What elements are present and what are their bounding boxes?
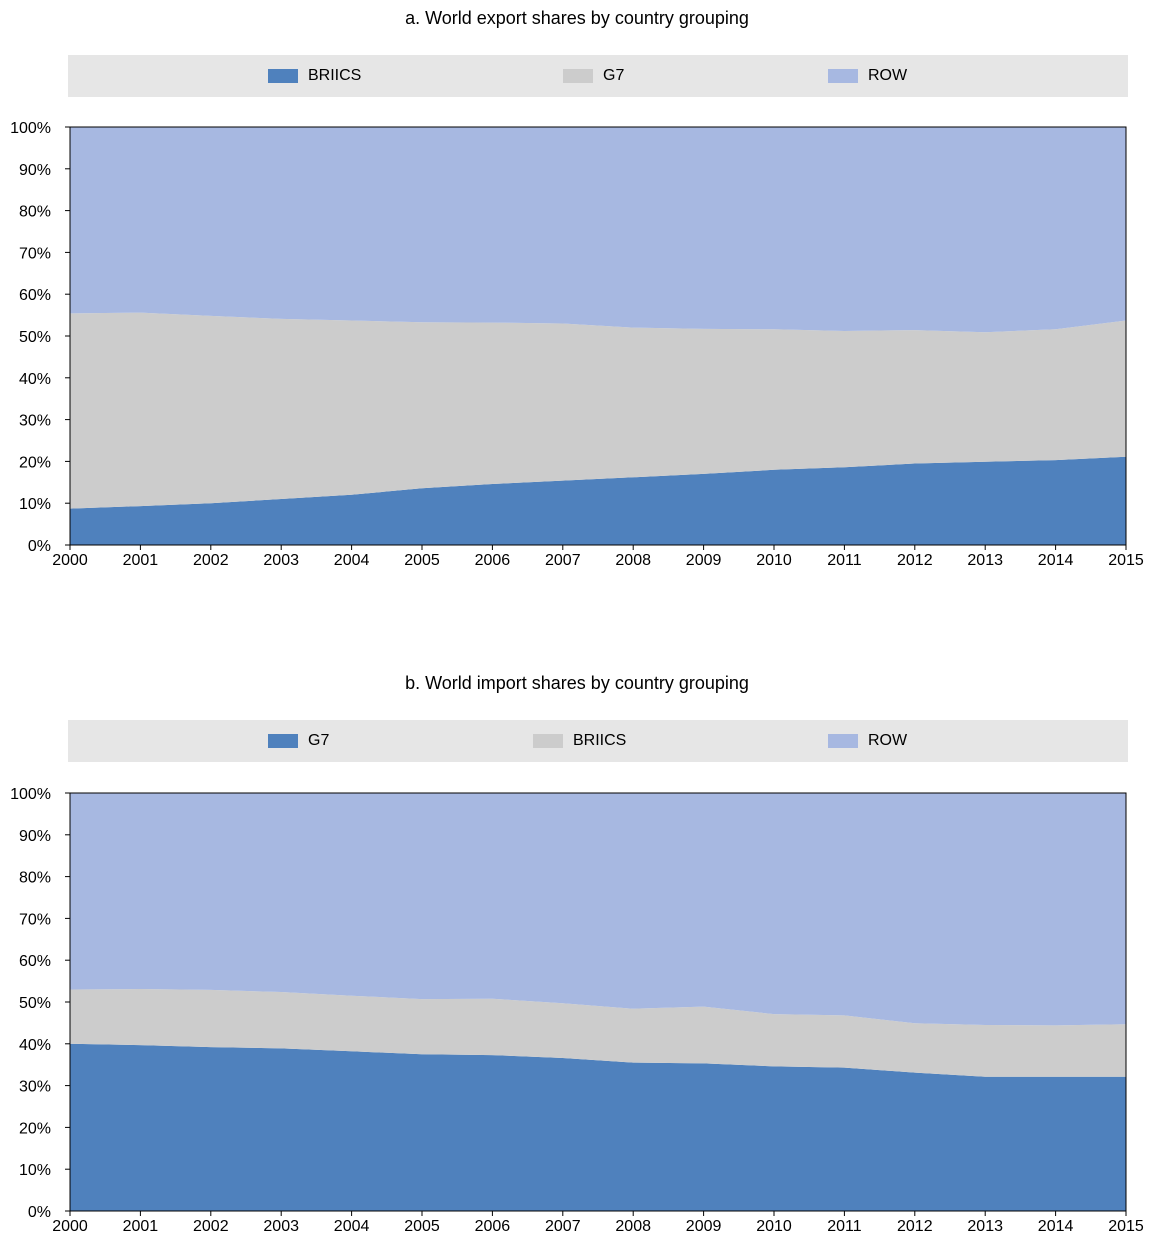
- x-tick-label: 2006: [475, 552, 511, 569]
- x-tick-label: 2009: [686, 1218, 722, 1235]
- y-tick-label: 0%: [28, 1204, 51, 1221]
- x-tick-label: 2001: [123, 552, 159, 569]
- legend-item-briics: BRIICS: [533, 720, 626, 762]
- legend-label: G7: [603, 67, 625, 84]
- y-tick-label: 10%: [19, 496, 51, 513]
- legend: BRIICS G7 ROW: [68, 55, 1128, 97]
- x-tick-label: 2006: [475, 1218, 511, 1235]
- y-tick-label: 20%: [19, 1120, 51, 1137]
- legend-label: BRIICS: [573, 732, 627, 749]
- area-series-g7: [70, 1043, 1126, 1211]
- x-tick-label: 2008: [615, 1218, 651, 1235]
- area-series-row: [70, 127, 1126, 333]
- x-tick-label: 2005: [404, 552, 440, 569]
- export-shares-chart: 0% 10% 20% 30% 40% 50% 60% 70% 80% 90% 100% 2000 200…: [10, 120, 1144, 569]
- import-shares-panel: b. World import shares by country groupi…: [0, 665, 1154, 1241]
- import-shares-chart: 0% 10% 20% 30% 40% 50% 60% 70% 80% 90% 100% 2000 200…: [10, 786, 1144, 1235]
- x-tick-label: 2002: [193, 1218, 229, 1235]
- x-tick-label: 2012: [897, 552, 933, 569]
- legend-item-briics: BRIICS: [268, 55, 361, 97]
- y-tick-label: 90%: [19, 162, 51, 179]
- y-tick-label: 60%: [19, 953, 51, 970]
- legend-item-g7: G7: [563, 55, 624, 97]
- x-tick-label: 2014: [1038, 1218, 1074, 1235]
- legend-swatch: [268, 69, 298, 83]
- x-tick-label: 2008: [615, 552, 651, 569]
- y-tick-label: 80%: [19, 204, 51, 221]
- x-tick-label: 2009: [686, 552, 722, 569]
- x-tick-label: 2001: [123, 1218, 159, 1235]
- x-tick-label: 2010: [756, 1218, 792, 1235]
- x-tick-label: 2011: [827, 1218, 862, 1235]
- legend-swatch: [563, 69, 593, 83]
- x-tick-label: 2013: [967, 552, 1003, 569]
- area-series-g7: [70, 312, 1126, 509]
- x-tick-label: 2010: [756, 552, 792, 569]
- y-tick-label: 70%: [19, 245, 51, 262]
- y-tick-label: 100%: [10, 786, 51, 803]
- x-tick-label: 2013: [967, 1218, 1003, 1235]
- y-tick-label: 20%: [19, 454, 51, 471]
- x-tick-label: 2015: [1108, 552, 1144, 569]
- legend-item-g7: G7: [268, 720, 329, 762]
- x-tick-label: 2004: [334, 552, 370, 569]
- chart-title: a. World export shares by country groupi…: [405, 8, 749, 28]
- x-tick-label: 2004: [334, 1218, 370, 1235]
- x-tick-label: 2005: [404, 1218, 440, 1235]
- y-tick-label: 60%: [19, 287, 51, 304]
- legend-swatch: [828, 734, 858, 748]
- x-tick-label: 2014: [1038, 552, 1074, 569]
- legend-swatch: [268, 734, 298, 748]
- y-tick-label: 90%: [19, 828, 51, 845]
- x-tick-label: 2003: [263, 1218, 299, 1235]
- x-tick-label: 2012: [897, 1218, 933, 1235]
- y-tick-label: 30%: [19, 413, 51, 430]
- legend-label: G7: [308, 732, 330, 749]
- y-tick-label: 50%: [19, 995, 51, 1012]
- y-tick-label: 40%: [19, 371, 51, 388]
- chart-title: b. World import shares by country groupi…: [405, 673, 749, 693]
- legend-label: ROW: [868, 67, 908, 84]
- y-tick-label: 80%: [19, 870, 51, 887]
- legend-item-row: ROW: [828, 55, 907, 97]
- x-tick-label: 2000: [52, 1218, 88, 1235]
- legend: G7 BRIICS ROW: [68, 720, 1128, 762]
- x-tick-label: 2002: [193, 552, 229, 569]
- legend-swatch: [533, 734, 563, 748]
- area-series-row: [70, 793, 1126, 1026]
- y-tick-label: 40%: [19, 1037, 51, 1054]
- area-series-briics: [70, 456, 1126, 545]
- x-tick-label: 2007: [545, 1218, 581, 1235]
- y-tick-label: 10%: [19, 1162, 51, 1179]
- y-tick-label: 30%: [19, 1079, 51, 1096]
- x-tick-label: 2015: [1108, 1218, 1144, 1235]
- y-tick-label: 100%: [10, 120, 51, 137]
- export-shares-panel: a. World export shares by country groupi…: [0, 0, 1154, 600]
- x-tick-label: 2003: [263, 552, 299, 569]
- legend-swatch: [828, 69, 858, 83]
- y-tick-label: 0%: [28, 538, 51, 555]
- area-series-briics: [70, 989, 1126, 1077]
- x-tick-label: 2000: [52, 552, 88, 569]
- y-tick-label: 70%: [19, 911, 51, 928]
- x-tick-label: 2007: [545, 552, 581, 569]
- legend-label: ROW: [868, 732, 908, 749]
- y-tick-label: 50%: [19, 329, 51, 346]
- legend-item-row: ROW: [828, 720, 907, 762]
- x-tick-label: 2011: [827, 552, 862, 569]
- legend-label: BRIICS: [308, 67, 362, 84]
